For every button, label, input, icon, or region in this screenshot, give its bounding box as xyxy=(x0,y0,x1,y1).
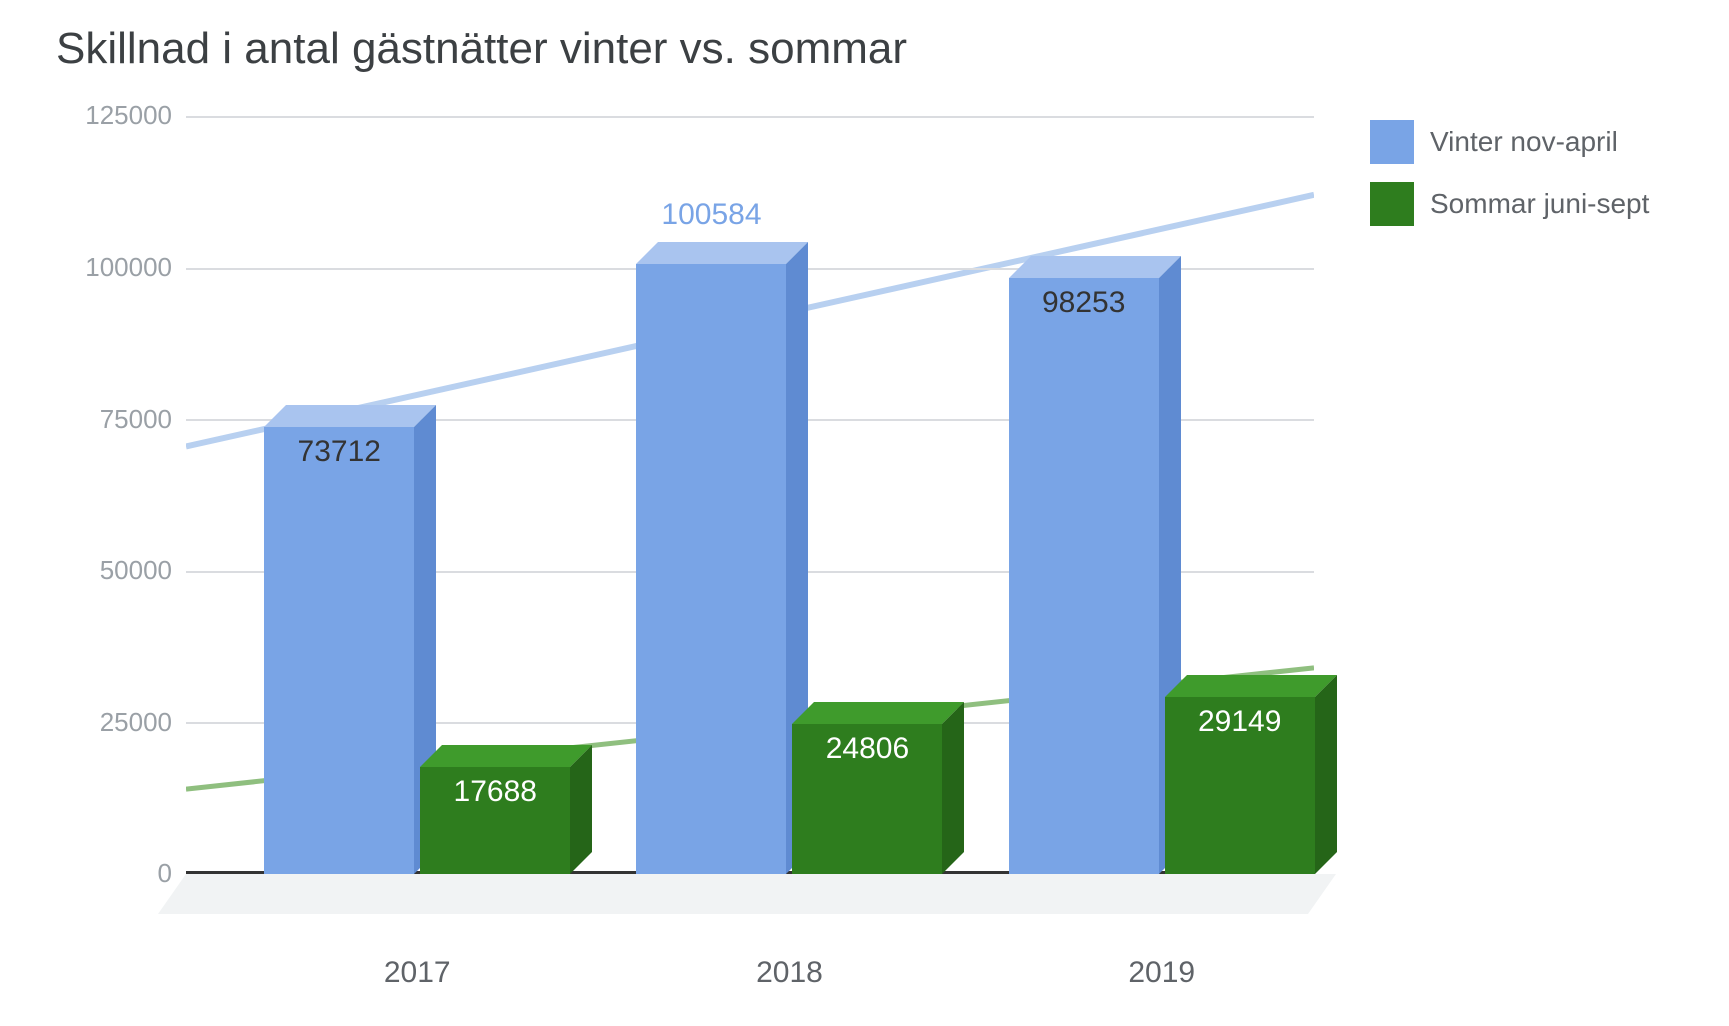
y-tick-label: 25000 xyxy=(54,707,172,738)
legend-item: Sommar juni-sept xyxy=(1370,182,1649,226)
bar-value-label: 100584 xyxy=(626,198,796,232)
bar xyxy=(264,427,414,874)
chart-legend: Vinter nov-april Sommar juni-sept xyxy=(1370,120,1649,244)
bar-value-label: 29149 xyxy=(1155,705,1325,739)
legend-item: Vinter nov-april xyxy=(1370,120,1649,164)
y-tick-label: 100000 xyxy=(54,252,172,283)
legend-swatch xyxy=(1370,120,1414,164)
legend-swatch xyxy=(1370,182,1414,226)
bar-chart: Skillnad i antal gästnätter vinter vs. s… xyxy=(0,0,1729,1026)
y-tick-label: 125000 xyxy=(54,100,172,131)
bar-value-label: 73712 xyxy=(254,435,424,469)
bar xyxy=(1009,278,1159,874)
bar-value-label: 24806 xyxy=(782,732,952,766)
bar xyxy=(636,264,786,874)
legend-label: Vinter nov-april xyxy=(1430,126,1618,158)
chart-title: Skillnad i antal gästnätter vinter vs. s… xyxy=(56,24,907,74)
x-tick-label: 2018 xyxy=(709,956,869,990)
legend-label: Sommar juni-sept xyxy=(1430,188,1649,220)
y-tick-label: 75000 xyxy=(54,404,172,435)
y-tick-label: 50000 xyxy=(54,555,172,586)
gridline xyxy=(186,116,1314,118)
chart-floor xyxy=(158,874,1336,914)
x-tick-label: 2017 xyxy=(337,956,497,990)
plot-area: 0250005000075000100000125000737121768820… xyxy=(186,116,1314,874)
bar-value-label: 98253 xyxy=(999,286,1169,320)
y-tick-label: 0 xyxy=(54,858,172,889)
bar-value-label: 17688 xyxy=(410,775,580,809)
x-tick-label: 2019 xyxy=(1082,956,1242,990)
